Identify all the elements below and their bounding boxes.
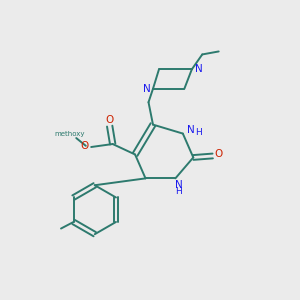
Text: O: O [80,141,89,151]
Text: N: N [142,84,150,94]
Text: methoxy: methoxy [54,131,85,137]
Text: H: H [176,187,182,196]
Text: N: N [194,64,202,74]
Text: O: O [106,115,114,124]
Text: H: H [195,128,202,136]
Text: N: N [175,180,183,190]
Text: O: O [214,149,222,160]
Text: N: N [187,125,195,135]
